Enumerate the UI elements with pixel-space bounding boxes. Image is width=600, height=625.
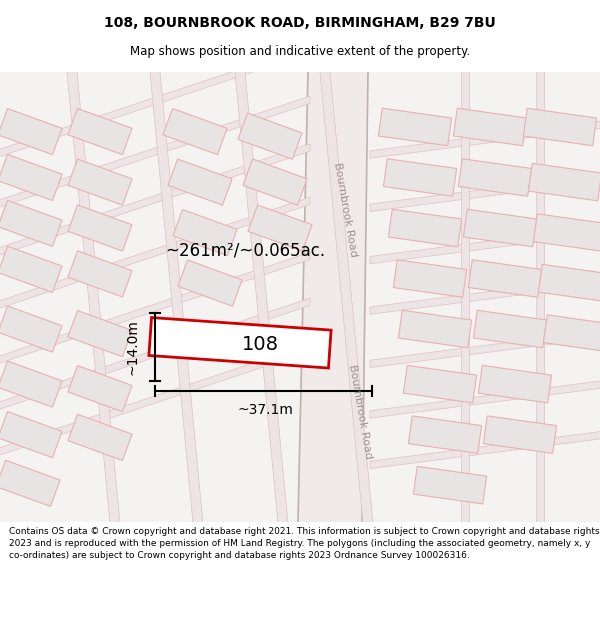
- Polygon shape: [0, 109, 62, 154]
- Text: Bournbrook Road: Bournbrook Road: [347, 364, 373, 460]
- Polygon shape: [0, 154, 62, 201]
- Polygon shape: [298, 72, 368, 522]
- Text: 108: 108: [241, 335, 278, 354]
- Polygon shape: [538, 264, 600, 302]
- Polygon shape: [413, 466, 487, 504]
- Polygon shape: [0, 46, 310, 158]
- Polygon shape: [484, 416, 557, 453]
- Text: Bournbrook Road: Bournbrook Road: [332, 161, 358, 258]
- Polygon shape: [370, 381, 600, 418]
- Polygon shape: [370, 174, 600, 211]
- Polygon shape: [370, 226, 600, 264]
- Polygon shape: [0, 306, 62, 352]
- Polygon shape: [0, 344, 310, 457]
- Polygon shape: [403, 366, 476, 403]
- Polygon shape: [68, 414, 132, 461]
- Polygon shape: [0, 96, 310, 209]
- Text: Contains OS data © Crown copyright and database right 2021. This information is : Contains OS data © Crown copyright and d…: [9, 527, 599, 559]
- Polygon shape: [529, 163, 600, 201]
- Polygon shape: [0, 201, 62, 246]
- Polygon shape: [533, 214, 600, 251]
- Polygon shape: [243, 159, 307, 205]
- Text: ~37.1m: ~37.1m: [237, 403, 293, 417]
- Polygon shape: [379, 108, 452, 146]
- Polygon shape: [370, 330, 600, 367]
- Polygon shape: [248, 205, 312, 251]
- Text: ~261m²/~0.065ac.: ~261m²/~0.065ac.: [165, 242, 325, 260]
- Polygon shape: [68, 311, 132, 357]
- Text: Map shows position and indicative extent of the property.: Map shows position and indicative extent…: [130, 45, 470, 58]
- Polygon shape: [370, 121, 600, 158]
- Polygon shape: [478, 366, 551, 403]
- Polygon shape: [149, 68, 203, 526]
- Polygon shape: [394, 260, 467, 298]
- Polygon shape: [370, 277, 600, 314]
- Text: ~14.0m: ~14.0m: [126, 319, 140, 376]
- Polygon shape: [235, 68, 289, 526]
- Polygon shape: [68, 366, 132, 412]
- Polygon shape: [178, 260, 242, 306]
- Polygon shape: [383, 159, 457, 196]
- Polygon shape: [0, 197, 310, 310]
- Polygon shape: [544, 315, 600, 352]
- Polygon shape: [168, 159, 232, 205]
- Polygon shape: [68, 251, 132, 297]
- Polygon shape: [523, 108, 596, 146]
- Polygon shape: [238, 113, 302, 159]
- Polygon shape: [67, 68, 121, 526]
- Polygon shape: [0, 361, 62, 408]
- Polygon shape: [0, 460, 60, 506]
- Polygon shape: [0, 144, 310, 256]
- Polygon shape: [463, 209, 536, 247]
- Polygon shape: [473, 310, 547, 348]
- Polygon shape: [149, 318, 331, 368]
- Polygon shape: [409, 416, 482, 453]
- Polygon shape: [0, 298, 310, 411]
- Polygon shape: [163, 109, 227, 154]
- Polygon shape: [461, 68, 469, 526]
- Text: 108, BOURNBROOK ROAD, BIRMINGHAM, B29 7BU: 108, BOURNBROOK ROAD, BIRMINGHAM, B29 7B…: [104, 16, 496, 30]
- Polygon shape: [454, 108, 527, 146]
- Polygon shape: [398, 310, 472, 348]
- Polygon shape: [0, 411, 62, 458]
- Polygon shape: [469, 260, 542, 298]
- Polygon shape: [0, 246, 62, 292]
- Polygon shape: [388, 209, 461, 247]
- Polygon shape: [173, 209, 237, 256]
- Polygon shape: [370, 431, 600, 469]
- Polygon shape: [68, 109, 132, 154]
- Polygon shape: [458, 159, 532, 196]
- Polygon shape: [68, 205, 132, 251]
- Polygon shape: [320, 68, 373, 526]
- Polygon shape: [536, 68, 544, 526]
- Polygon shape: [68, 159, 132, 205]
- Polygon shape: [0, 253, 310, 365]
